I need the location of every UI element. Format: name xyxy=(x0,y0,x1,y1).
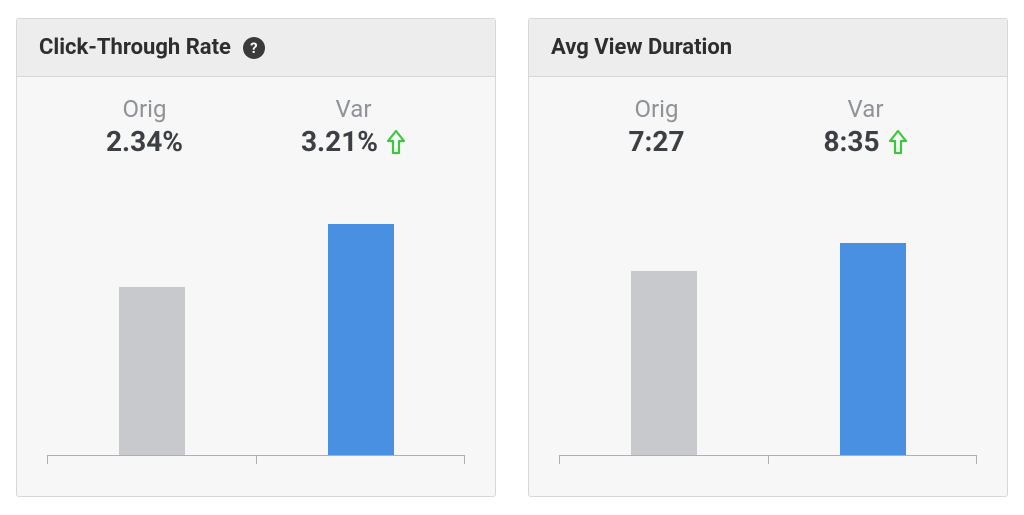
metric-var: Var 3.21% xyxy=(301,95,406,158)
card-header: Click-Through Rate ? xyxy=(17,19,495,77)
card-avd: Avg View Duration Orig 7:27 Var 8:35 xyxy=(528,18,1008,497)
metrics-row: Orig 7:27 Var 8:35 xyxy=(559,95,977,158)
metric-label-orig: Orig xyxy=(628,95,684,123)
metric-value-orig: 7:27 xyxy=(628,125,684,158)
metric-label-var: Var xyxy=(301,95,406,123)
metric-label-orig: Orig xyxy=(106,95,183,123)
arrow-up-icon xyxy=(386,129,406,155)
arrow-up-icon xyxy=(888,129,908,155)
bar-var xyxy=(328,224,394,455)
chart-ctr xyxy=(47,168,465,456)
metric-label-var: Var xyxy=(823,95,907,123)
metrics-row: Orig 2.34% Var 3.21% xyxy=(47,95,465,158)
chart-avd xyxy=(559,168,977,456)
card-body: Orig 2.34% Var 3.21% xyxy=(17,77,495,496)
metric-value-orig: 2.34% xyxy=(106,125,183,158)
metric-value-var: 8:35 xyxy=(823,125,879,158)
bar-var xyxy=(840,243,906,455)
metric-orig: Orig 7:27 xyxy=(628,95,684,158)
metric-value-var: 3.21% xyxy=(301,125,378,158)
card-title: Avg View Duration xyxy=(551,35,732,60)
card-body: Orig 7:27 Var 8:35 xyxy=(529,77,1007,496)
bar-orig xyxy=(631,271,697,455)
metric-orig: Orig 2.34% xyxy=(106,95,183,158)
bar-orig xyxy=(119,287,185,455)
help-icon[interactable]: ? xyxy=(243,37,265,59)
card-title: Click-Through Rate xyxy=(39,35,231,60)
card-header: Avg View Duration xyxy=(529,19,1007,77)
metric-var: Var 8:35 xyxy=(823,95,907,158)
card-ctr: Click-Through Rate ? Orig 2.34% Var 3.21… xyxy=(16,18,496,497)
